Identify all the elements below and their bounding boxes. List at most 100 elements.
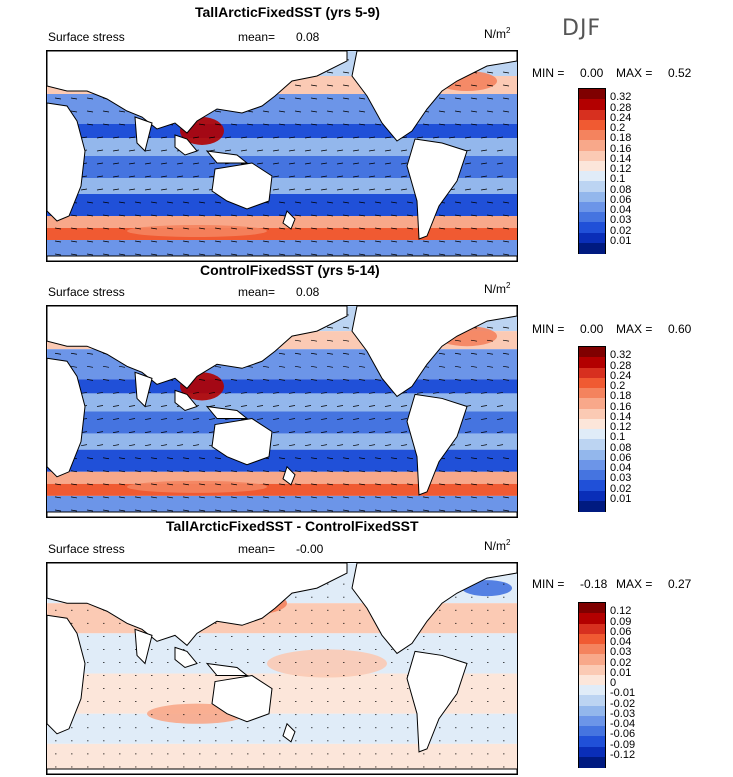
stress-vector	[176, 418, 184, 420]
stress-vector	[406, 214, 414, 217]
stress-vector	[224, 136, 232, 139]
stress-vector	[246, 509, 254, 512]
stress-vector	[502, 496, 510, 499]
stress-vector	[182, 509, 190, 512]
stress-vector	[352, 418, 360, 420]
stress-vector	[294, 470, 302, 473]
stress-vector	[240, 392, 248, 394]
stress-vector	[240, 405, 248, 407]
land-mass	[205, 405, 249, 420]
stress-vector	[374, 483, 382, 486]
colorbar-swatch	[579, 130, 605, 141]
stress-vector	[96, 175, 104, 178]
stress-vector	[288, 392, 296, 394]
stress-vector	[144, 175, 152, 178]
stress-vector	[272, 162, 280, 165]
stress-vector	[208, 418, 216, 420]
stress-vector	[278, 97, 286, 100]
stress-vector	[54, 97, 62, 100]
stress-vector	[310, 123, 318, 126]
stress-vector	[144, 431, 152, 433]
colorbar-tick-label: 0.1	[610, 431, 626, 444]
stress-vector	[422, 496, 430, 499]
colorbar-tick-label: 0.14	[610, 410, 632, 423]
stress-vector	[262, 470, 270, 473]
stress-vector	[502, 253, 510, 256]
stress-vector	[326, 71, 334, 74]
stress-vector	[102, 509, 110, 512]
stress-vector	[86, 201, 94, 204]
colorbar-tick-label: 0.18	[610, 390, 632, 403]
stress-vector	[112, 136, 120, 139]
stress-vector	[86, 496, 94, 499]
stress-vector	[102, 379, 110, 381]
stress-vector	[214, 214, 222, 217]
stress-vector	[486, 227, 494, 230]
stress-vector	[230, 240, 238, 243]
stress-vector	[406, 496, 414, 499]
land-mass	[351, 563, 517, 655]
stress-vector	[358, 483, 366, 486]
stress-vector	[182, 214, 190, 217]
stress-vector	[118, 470, 126, 473]
stress-vector	[496, 405, 504, 407]
stress-vector	[496, 149, 504, 152]
stress-vector	[54, 509, 62, 512]
stress-vector	[438, 483, 446, 486]
stress-vector	[214, 509, 222, 512]
shading-band	[47, 393, 517, 412]
stress-vector	[470, 227, 478, 230]
stress-vector	[246, 379, 254, 381]
stress-vector	[464, 175, 472, 178]
stress-vector	[278, 253, 286, 256]
stress-vector	[240, 136, 248, 139]
stress-vector	[486, 326, 494, 329]
stress-vector	[208, 405, 216, 407]
stress-vector	[230, 379, 238, 381]
stress-vector	[470, 214, 478, 217]
stress-vector	[342, 253, 350, 256]
stress-vector	[480, 392, 488, 394]
unit-exponent: 2	[506, 538, 511, 547]
stress-vector	[374, 201, 382, 204]
min-value: -0.18	[580, 577, 608, 591]
stress-vector	[502, 227, 510, 230]
stress-vector	[374, 240, 382, 243]
stress-vector	[54, 240, 62, 243]
stress-vector	[144, 444, 152, 447]
stress-vector	[384, 136, 392, 139]
stress-vector	[454, 339, 462, 342]
stress-vector	[448, 136, 456, 139]
stress-vector	[438, 110, 446, 113]
colorbar-tick-label: 0.32	[610, 91, 632, 104]
stress-vector	[320, 418, 328, 420]
stress-vector	[326, 253, 334, 256]
stress-vector	[230, 123, 238, 126]
stress-vector	[86, 379, 94, 381]
stress-vector	[310, 470, 318, 473]
colorbar-swatch	[579, 490, 605, 502]
stress-vector	[470, 110, 478, 113]
stress-vector	[288, 175, 296, 178]
stress-vector	[310, 84, 318, 87]
land-mass	[47, 614, 86, 735]
stress-vector	[352, 188, 360, 191]
stress-vector	[96, 418, 104, 420]
stress-vector	[326, 509, 334, 512]
stress-vector	[166, 496, 174, 499]
stress-vector	[438, 470, 446, 473]
stress-vector	[102, 470, 110, 473]
stress-vector	[320, 188, 328, 191]
colorbar-swatch	[579, 140, 605, 151]
colorbar-tick-label: 0.16	[610, 142, 632, 155]
stress-vector	[134, 457, 142, 460]
stress-vector	[390, 227, 398, 230]
stress-vector	[464, 136, 472, 139]
stress-vector	[118, 253, 126, 256]
stress-vector	[70, 365, 78, 368]
stress-vector	[192, 418, 200, 420]
stress-vector	[400, 162, 408, 165]
colorbar-tick-label: 0.01	[610, 666, 632, 679]
min-value: 0.00	[580, 322, 604, 336]
stress-vector	[438, 123, 446, 126]
